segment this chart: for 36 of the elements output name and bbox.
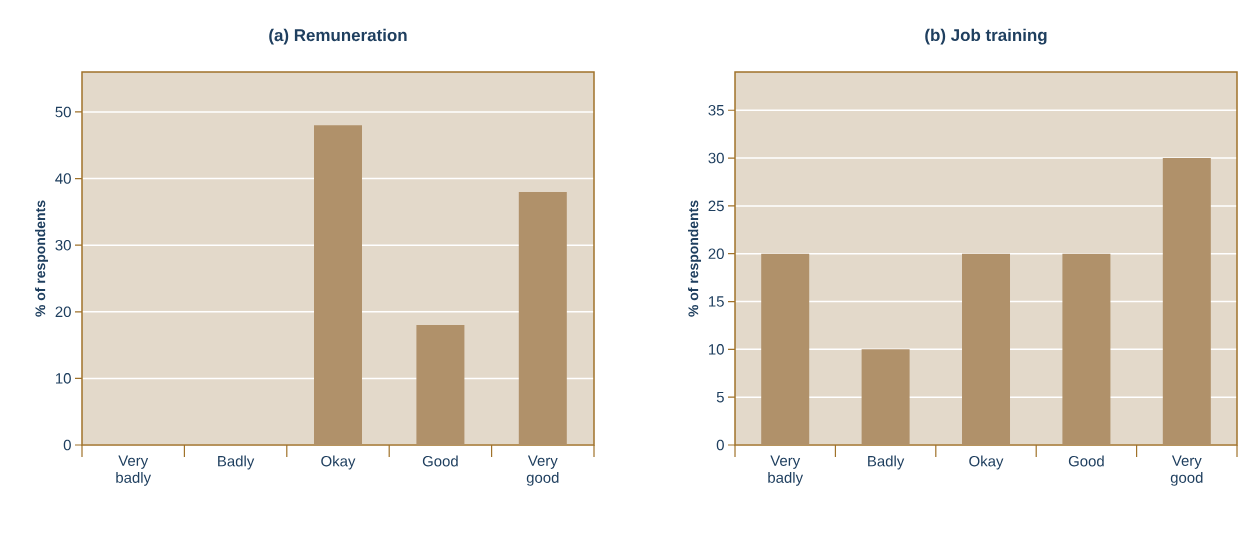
- bar: [962, 253, 1011, 445]
- chart-title: (b) Job training: [925, 28, 1047, 45]
- x-tick-label: Very badly: [768, 455, 804, 486]
- x-tick-label: Very badly: [116, 455, 152, 486]
- y-tick-label: 15: [709, 296, 724, 307]
- y-tick-label: 0: [63, 439, 71, 451]
- bar: [518, 191, 567, 445]
- x-tick-label: Okay: [969, 455, 1004, 470]
- y-tick-label: 25: [708, 200, 724, 212]
- y-tick-label: 20: [708, 248, 724, 259]
- bar: [861, 349, 910, 445]
- y-tick-label: 0: [716, 439, 724, 451]
- x-tick-label: Good: [422, 455, 458, 467]
- chart-title: (a) Remuneration: [269, 28, 407, 45]
- y-tick-label: 35: [708, 104, 724, 116]
- y-tick-label: 50: [55, 106, 71, 118]
- bar: [761, 253, 810, 445]
- y-tick-label: 5: [716, 391, 724, 403]
- x-tick-label: Very good: [1170, 455, 1203, 486]
- y-tick-label: 20: [55, 306, 71, 318]
- bar: [1062, 253, 1111, 445]
- x-tick-label: Very good: [526, 455, 559, 486]
- y-axis-title: % of respondents: [35, 200, 49, 317]
- y-tick-label: 30: [55, 239, 71, 251]
- y-axis-title: % of respondents: [688, 200, 702, 317]
- x-tick-label: Good: [1068, 455, 1104, 467]
- y-tick-label: 10: [709, 344, 724, 355]
- y-tick-label: 10: [56, 373, 71, 384]
- x-tick-label: Badly: [218, 455, 255, 470]
- bar: [1162, 158, 1211, 445]
- bar: [416, 325, 465, 445]
- y-tick-label: 40: [55, 173, 71, 184]
- y-tick-label: 30: [708, 152, 724, 164]
- bar: [314, 125, 362, 445]
- x-tick-label: Okay: [321, 455, 356, 470]
- x-tick-label: Badly: [868, 455, 905, 470]
